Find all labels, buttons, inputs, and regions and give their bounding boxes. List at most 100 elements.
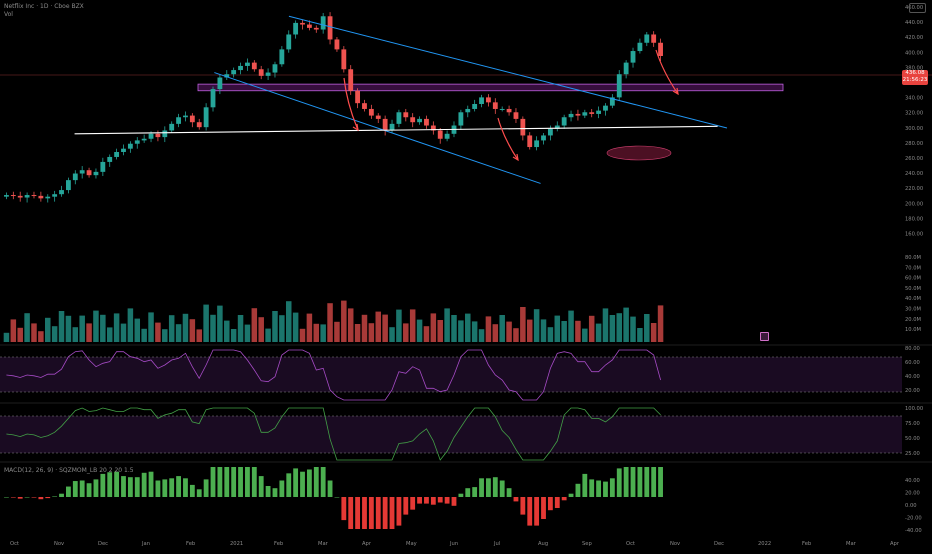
candle-body bbox=[506, 108, 512, 113]
rsi-tick-label: 80.00 bbox=[905, 346, 920, 352]
momentum-bar bbox=[355, 497, 361, 529]
momentum-bar bbox=[541, 497, 546, 519]
candle-body bbox=[492, 102, 498, 109]
momentum-bar bbox=[554, 497, 560, 508]
time-tick-label: Feb bbox=[274, 541, 284, 547]
candle-body bbox=[396, 112, 402, 124]
trend-arrowhead bbox=[512, 153, 519, 162]
candle-body bbox=[279, 49, 285, 65]
volume-bar bbox=[162, 329, 168, 342]
momentum-bar bbox=[430, 497, 436, 505]
price-tick-label: 180.00 bbox=[905, 216, 923, 222]
price-tick-label: 260.00 bbox=[905, 156, 923, 162]
volume-bar bbox=[203, 304, 209, 342]
volume-tick-label: 30.0M bbox=[905, 307, 921, 313]
time-tick-label: Dec bbox=[714, 541, 724, 547]
volume-bar bbox=[196, 329, 202, 342]
momentum-bar bbox=[651, 467, 657, 497]
momentum-bar bbox=[17, 497, 23, 499]
volume-bar bbox=[251, 308, 258, 342]
volume-bar bbox=[210, 314, 216, 342]
candle-body bbox=[341, 49, 347, 70]
candle-body bbox=[210, 89, 216, 108]
momentum-bar bbox=[265, 486, 271, 497]
bar-countdown: 21:56:23 bbox=[902, 77, 928, 83]
volume-bar bbox=[609, 315, 616, 342]
volume-bar bbox=[320, 324, 326, 342]
volume-bar bbox=[561, 321, 567, 342]
volume-bar bbox=[341, 300, 347, 342]
volume-bar bbox=[279, 315, 285, 342]
volume-bar bbox=[100, 314, 106, 342]
stoch-tick-label: 50.00 bbox=[905, 436, 920, 442]
volume-bar bbox=[506, 321, 512, 342]
volume-bar bbox=[217, 305, 223, 342]
candle-body bbox=[100, 161, 106, 172]
chart-settings-button[interactable] bbox=[909, 3, 926, 13]
symbol-title: Netflix Inc · 1D · Cboe BZX bbox=[4, 3, 84, 10]
candle-body bbox=[623, 62, 629, 75]
volume-bar bbox=[230, 329, 237, 342]
momentum-bar bbox=[396, 497, 402, 526]
time-tick-label: Jan bbox=[141, 541, 150, 547]
momentum-bar bbox=[424, 497, 429, 504]
momentum-bar bbox=[176, 476, 181, 497]
momentum-bar bbox=[362, 497, 367, 529]
volume-bar bbox=[38, 331, 44, 342]
volume-bar bbox=[347, 308, 354, 342]
candle-body bbox=[38, 195, 44, 199]
candle-body bbox=[568, 113, 574, 118]
price-tick-label: 340.00 bbox=[905, 96, 923, 102]
trend-arrowhead bbox=[672, 87, 679, 96]
volume-tick-label: 60.0M bbox=[905, 276, 921, 282]
volume-bar bbox=[306, 313, 313, 342]
channel-lower-line bbox=[214, 72, 541, 184]
volume-bar bbox=[437, 320, 443, 342]
momentum-bar bbox=[313, 467, 319, 497]
volume-bar bbox=[602, 308, 609, 342]
volume-bar bbox=[3, 332, 10, 342]
volume-bar bbox=[451, 315, 457, 342]
volume-bar bbox=[93, 310, 99, 342]
candle-body bbox=[534, 140, 540, 148]
candle-body bbox=[59, 190, 64, 195]
momentum-bar bbox=[4, 497, 9, 498]
volume-bar bbox=[499, 315, 505, 342]
momentum-bar bbox=[306, 469, 312, 497]
momentum-bar bbox=[389, 497, 395, 529]
momentum-bar bbox=[189, 484, 195, 497]
volume-bar bbox=[334, 321, 340, 342]
volume-bar bbox=[409, 309, 416, 342]
candle-body bbox=[52, 194, 58, 197]
candle-body bbox=[541, 135, 546, 141]
candle-body bbox=[334, 39, 340, 50]
candle-body bbox=[479, 97, 484, 104]
volume-bar bbox=[155, 322, 161, 342]
momentum-bar bbox=[300, 471, 305, 497]
candle-body bbox=[93, 171, 99, 176]
candle-body bbox=[231, 70, 237, 75]
volume-bar bbox=[299, 328, 306, 342]
momentum-bar bbox=[341, 497, 347, 521]
candle-body bbox=[155, 133, 161, 138]
candle-body bbox=[630, 51, 636, 63]
volume-bar bbox=[465, 313, 471, 342]
candle-body bbox=[107, 156, 113, 162]
candle-body bbox=[609, 97, 615, 106]
volume-bar bbox=[237, 315, 244, 342]
indicator-toggle-button[interactable] bbox=[760, 332, 769, 341]
macd-legend: MACD(12, 26, 9) · SQZMOM_LB 20 2 20 1.5 bbox=[4, 467, 134, 474]
volume-bar bbox=[265, 328, 271, 342]
candle-body bbox=[458, 112, 464, 126]
momentum-bar bbox=[368, 497, 374, 529]
momentum-bar bbox=[334, 497, 340, 498]
candle-body bbox=[389, 123, 395, 131]
momentum-bar bbox=[623, 467, 629, 497]
candle-body bbox=[637, 42, 643, 52]
volume-bar bbox=[623, 307, 629, 342]
volume-bar bbox=[24, 313, 30, 342]
momentum-bar bbox=[575, 483, 581, 497]
momentum-bar bbox=[162, 479, 168, 497]
